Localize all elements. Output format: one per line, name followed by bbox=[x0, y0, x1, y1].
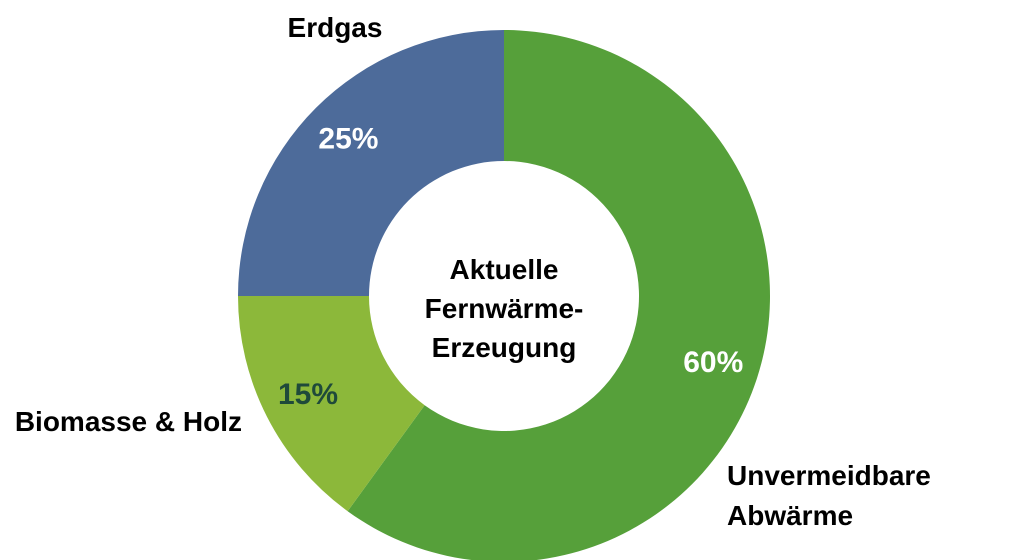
category-label: Erdgas bbox=[287, 12, 383, 43]
value-label: 25% bbox=[318, 122, 378, 155]
value-label: 15% bbox=[278, 378, 338, 411]
center-label: Aktuelle Fernwärme-Erzeugung bbox=[424, 254, 584, 363]
category-label: Biomasse & Holz bbox=[14, 406, 242, 437]
donut-segment bbox=[238, 296, 425, 512]
donut-segment bbox=[347, 30, 770, 560]
category-label: Unvermeidbare Abwärme bbox=[727, 460, 931, 531]
value-label: 60% bbox=[683, 346, 743, 379]
donut-segment bbox=[238, 30, 504, 296]
